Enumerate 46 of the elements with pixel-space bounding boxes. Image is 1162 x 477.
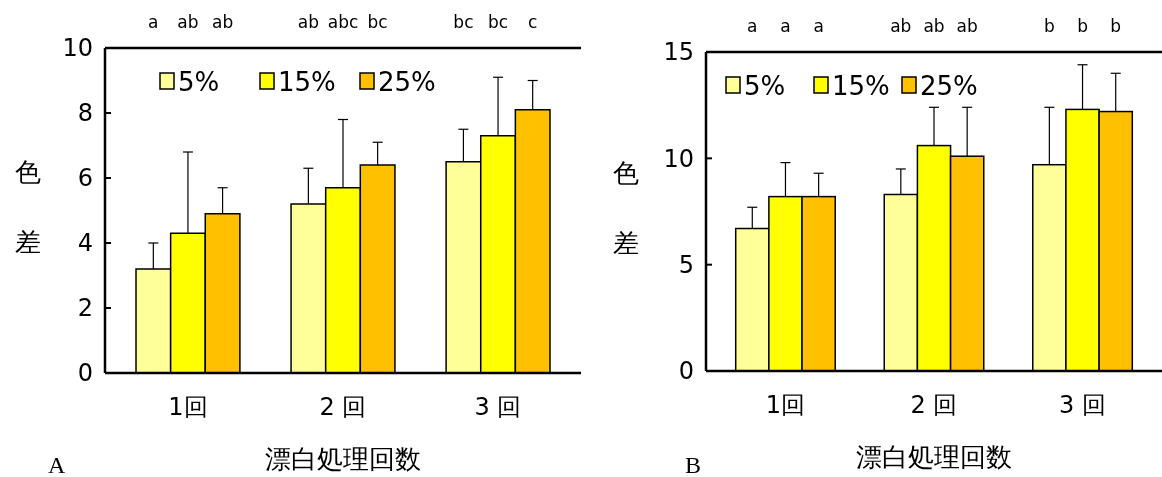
x-axis-title: 漂白処理回数 [265,444,421,474]
y-tick-label: 8 [77,99,93,128]
x-axis-title: 漂白処理回数 [856,442,1012,472]
text: ab [956,16,978,36]
y-tick-label: 0 [678,357,694,386]
legend-label: 15% [832,71,890,102]
text: b [1110,16,1122,36]
text: abc [327,12,359,32]
text: c [528,12,538,32]
y-tick-label: 10 [62,34,93,63]
legend-label: 5% [178,67,220,98]
text: ab [890,16,912,36]
legend-label: 25% [920,71,978,102]
text: a [148,12,159,32]
x-tick-label: 1回 [168,393,208,421]
y-tick-label: 2 [77,294,93,323]
x-tick-label: 1回 [765,391,806,419]
text: ab [177,12,199,32]
text: a [747,16,758,36]
y-tick-label: 10 [663,144,694,173]
text: a [780,16,791,36]
y-tick-label: 15 [663,38,694,67]
text: bc [367,12,388,32]
text: 色差 [15,156,41,257]
y-tick-label: 4 [77,229,93,258]
text: ab [923,16,945,36]
y-tick-label: 6 [77,164,93,193]
y-tick-label: 0 [77,359,93,388]
text: B [685,452,702,477]
legend-label: 15% [278,67,336,98]
x-tick-label: 3 回 [474,393,522,421]
legend-label: 5% [744,71,786,102]
text: a [813,16,824,36]
x-tick-label: 2 回 [319,393,367,421]
text: ab [211,12,234,32]
text: b [1077,16,1088,36]
text: A [48,452,66,477]
y-tick-label: 5 [678,251,694,280]
text: bc [487,12,509,32]
text: 色差 [613,157,639,258]
text: b [1043,16,1055,36]
legend-label: 25% [378,67,436,98]
text: bc [453,12,474,32]
text: ab [297,12,319,32]
x-tick-label: 3 回 [1059,391,1106,419]
x-tick-label: 2 回 [910,391,958,419]
